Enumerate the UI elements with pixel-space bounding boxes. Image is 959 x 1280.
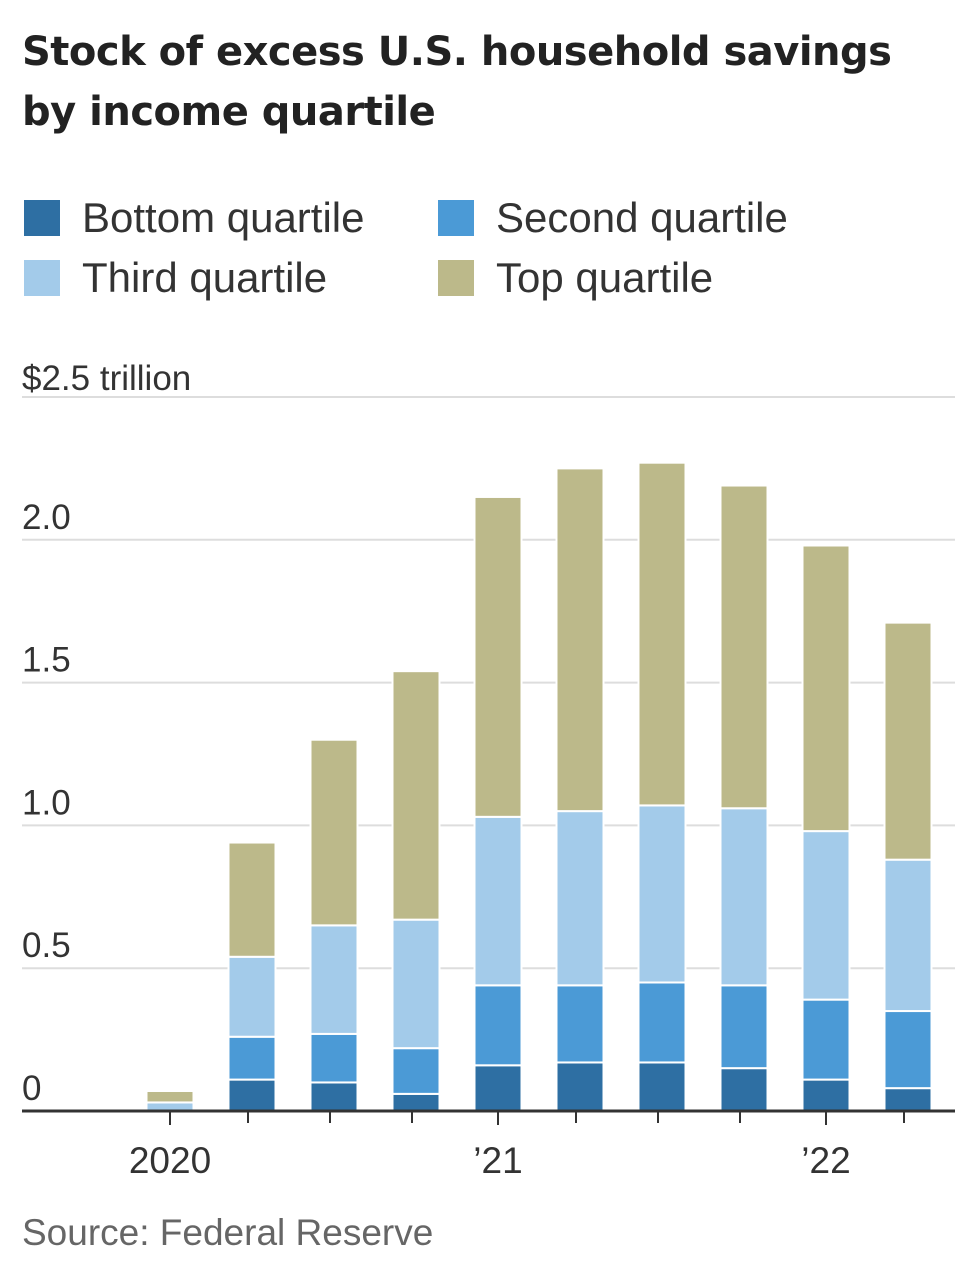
bar-segment (227, 841, 277, 958)
bar-segment (309, 924, 359, 1035)
bar-segment (555, 984, 605, 1064)
y-tick-label: 0.5 (22, 926, 71, 965)
legend-swatch-bottom-quartile (24, 200, 60, 236)
legend-swatch-top-quartile (438, 260, 474, 296)
legend-item-top-quartile: Top quartile (438, 248, 713, 308)
chart-title: Stock of excess U.S. household savings b… (22, 29, 892, 135)
legend-label-second-quartile: Second quartile (496, 194, 788, 241)
y-tick-label: 2.0 (22, 498, 71, 537)
y-tick-label: 1.5 (22, 641, 71, 680)
bar-segment (637, 1061, 687, 1112)
legend-swatch-second-quartile (438, 200, 474, 236)
bar-segment (227, 955, 277, 1038)
bar-segment (391, 1047, 441, 1095)
bar-segment (883, 1010, 933, 1090)
legend-item-second-quartile: Second quartile (438, 188, 788, 248)
bar-segment (227, 1035, 277, 1081)
legend-swatch-third-quartile (24, 260, 60, 296)
bar-segment (637, 461, 687, 807)
bar-segment (473, 495, 523, 818)
y-tick-label: 1.0 (22, 783, 71, 822)
bar-segment (637, 981, 687, 1064)
bar-segment (309, 738, 359, 927)
bar-segment (637, 804, 687, 984)
bar-segment (227, 1078, 277, 1112)
bar-segment (801, 544, 851, 833)
stacked-bar-chart: 0 0.5 1.0 1.5 2.0 $2.5 trillion 2020 ’21 ’22 (22, 359, 955, 1181)
x-tick-label: 2020 (129, 1140, 211, 1181)
bar-segment (473, 1064, 523, 1113)
bar-segment (309, 1032, 359, 1084)
bar-segment (309, 1081, 359, 1113)
legend-item-bottom-quartile: Bottom quartile (24, 188, 364, 248)
bar-segment (473, 815, 523, 987)
bar-segment (391, 1092, 441, 1113)
bar-segment (719, 1067, 769, 1112)
bar-segment (145, 1090, 195, 1104)
legend-item-third-quartile: Third quartile (24, 248, 327, 308)
source-note: Source: Federal Reserve (22, 1212, 434, 1253)
bar-segment (555, 1061, 605, 1112)
x-tick-label: ’22 (801, 1140, 850, 1181)
x-tick-label: ’21 (473, 1140, 522, 1181)
y-tick-label: $2.5 trillion (22, 359, 191, 398)
legend-label-top-quartile: Top quartile (496, 254, 714, 301)
bar-segment (391, 918, 441, 1050)
bar-segment (555, 810, 605, 987)
bar-segment (719, 484, 769, 810)
bar-segment (473, 984, 523, 1067)
y-tick-label: 0 (22, 1069, 41, 1108)
bar-segment (883, 1087, 933, 1112)
bar-segment (719, 807, 769, 987)
bar-segment (801, 1078, 851, 1112)
bar-segment (883, 858, 933, 1013)
bar-segment (801, 998, 851, 1081)
bar-segment (883, 621, 933, 861)
bar-segment (801, 830, 851, 1001)
legend-label-bottom-quartile: Bottom quartile (82, 194, 365, 241)
bar-segment (391, 670, 441, 921)
bar-segment (555, 467, 605, 813)
legend-label-third-quartile: Third quartile (82, 254, 328, 301)
bar-segment (719, 984, 769, 1070)
